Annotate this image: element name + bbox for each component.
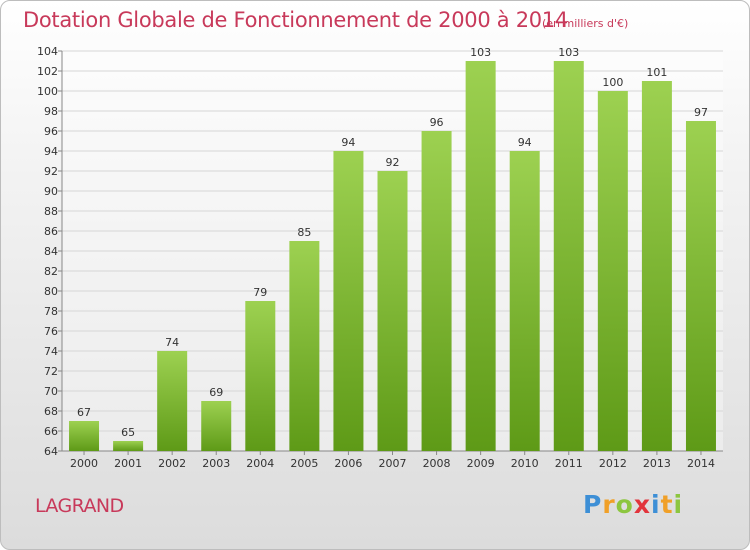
x-tick-label: 2004 [246, 457, 274, 470]
bar [245, 301, 276, 451]
bar-value-label: 103 [558, 46, 579, 59]
chart-subtitle: (en milliers d'€) [542, 17, 629, 30]
x-tick-label: 2006 [334, 457, 362, 470]
logo-letter: P [583, 490, 603, 519]
x-tick-label: 2001 [114, 457, 142, 470]
y-tick-label: 66 [44, 425, 58, 438]
bar-value-label: 65 [121, 426, 135, 439]
y-tick-label: 80 [44, 285, 58, 298]
x-tick-label: 2008 [423, 457, 451, 470]
y-tick-label: 88 [44, 205, 58, 218]
y-tick-label: 78 [44, 305, 58, 318]
bar [377, 171, 408, 451]
bar-value-label: 100 [602, 76, 623, 89]
y-tick-label: 76 [44, 325, 58, 338]
x-tick-label: 2000 [70, 457, 98, 470]
y-tick-label: 82 [44, 265, 58, 278]
bar [201, 401, 232, 451]
logo-letter: o [615, 490, 634, 519]
x-tick-label: 2011 [555, 457, 583, 470]
commune-name: LAGRAND [35, 495, 124, 517]
bar-value-label: 92 [386, 156, 400, 169]
x-tick-label: 2014 [687, 457, 715, 470]
x-tick-label: 2005 [290, 457, 318, 470]
bar [157, 351, 188, 451]
bar [641, 81, 672, 451]
bar [289, 241, 320, 451]
logo-letter: i [673, 490, 684, 519]
bar-value-label: 101 [646, 66, 667, 79]
bar-value-label: 103 [470, 46, 491, 59]
chart-title: Dotation Globale de Fonctionnement de 20… [23, 8, 568, 32]
bar [509, 151, 540, 451]
y-tick-label: 72 [44, 365, 58, 378]
bar [465, 61, 496, 451]
bar [333, 151, 364, 451]
y-tick-label: 84 [44, 245, 58, 258]
y-tick-label: 96 [44, 125, 58, 138]
logo-letter: i [651, 490, 661, 519]
logo-letter: x [633, 490, 651, 519]
proxiti-logo: Proxiti [583, 490, 683, 519]
x-tick-label: 2012 [599, 457, 627, 470]
bar-value-label: 94 [341, 136, 355, 149]
x-tick-label: 2002 [158, 457, 186, 470]
y-tick-label: 68 [44, 405, 58, 418]
bar-value-label: 74 [165, 336, 179, 349]
y-tick-label: 86 [44, 225, 58, 238]
bar [597, 91, 628, 451]
x-tick-label: 2010 [511, 457, 539, 470]
y-tick-label: 90 [44, 185, 58, 198]
logo-letter: r [602, 490, 616, 519]
bar-value-label: 79 [253, 286, 267, 299]
logo-letter: t [660, 490, 674, 519]
y-tick-label: 64 [44, 445, 58, 458]
x-tick-label: 2009 [467, 457, 495, 470]
y-tick-label: 74 [44, 345, 58, 358]
y-tick-label: 70 [44, 385, 58, 398]
bar-value-label: 96 [430, 116, 444, 129]
bar [685, 121, 716, 451]
x-tick-label: 2003 [202, 457, 230, 470]
bar-value-label: 69 [209, 386, 223, 399]
y-tick-label: 98 [44, 105, 58, 118]
bar-value-label: 97 [694, 106, 708, 119]
bar [69, 421, 100, 451]
bar-value-label: 94 [518, 136, 532, 149]
bar [421, 131, 452, 451]
bar-value-label: 85 [297, 226, 311, 239]
x-tick-label: 2007 [379, 457, 407, 470]
x-tick-label: 2013 [643, 457, 671, 470]
y-tick-label: 94 [44, 145, 58, 158]
y-tick-label: 102 [37, 65, 58, 78]
y-tick-label: 92 [44, 165, 58, 178]
y-tick-label: 100 [37, 85, 58, 98]
bar [553, 61, 584, 451]
y-tick-label: 104 [37, 45, 58, 58]
bar [113, 441, 144, 451]
bar-value-label: 67 [77, 406, 91, 419]
